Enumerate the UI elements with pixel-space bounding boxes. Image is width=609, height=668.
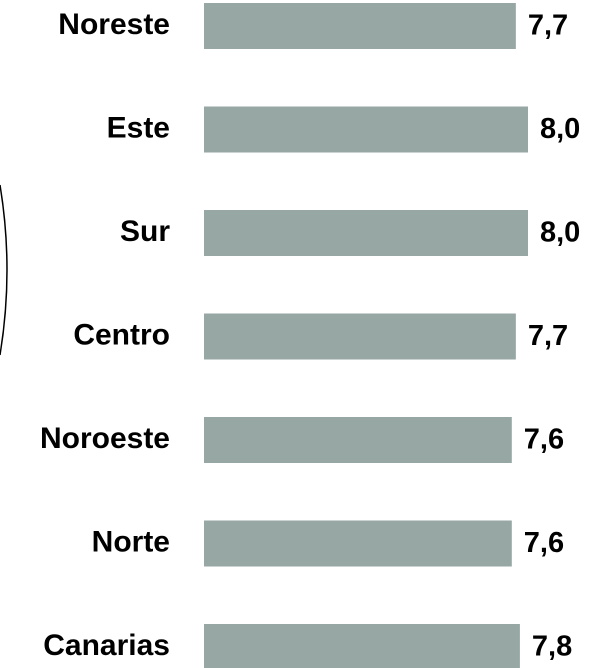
bar (204, 106, 528, 153)
category-label: Noroeste (40, 422, 170, 455)
value-label: 7,8 (532, 631, 572, 663)
value-label: 7,7 (528, 10, 568, 42)
category-label: Centro (73, 318, 170, 351)
value-label: 7,6 (524, 424, 564, 456)
category-label: Norte (92, 525, 170, 558)
value-label: 8,0 (540, 217, 580, 249)
category-label: Canarias (43, 629, 170, 662)
value-label: 8,0 (540, 113, 580, 145)
bar (204, 313, 516, 360)
category-label: Sur (120, 215, 170, 248)
bar (204, 624, 520, 668)
category-label: Noreste (58, 8, 170, 41)
bar (204, 520, 512, 567)
bar (204, 210, 528, 256)
value-label: 7,7 (528, 320, 568, 352)
category-label: Este (107, 111, 170, 144)
bar (204, 3, 516, 49)
bar (204, 417, 512, 463)
decorative-arc (0, 184, 8, 356)
value-label: 7,6 (524, 527, 564, 559)
